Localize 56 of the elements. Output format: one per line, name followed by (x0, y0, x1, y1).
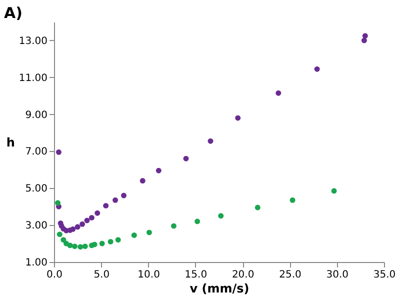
x-tick-label: 0.0 (46, 270, 62, 280)
x-tick-label: 35.0 (373, 270, 396, 280)
point (146, 230, 152, 236)
point (171, 223, 176, 229)
point (218, 213, 224, 219)
point (276, 90, 282, 96)
point (254, 204, 260, 210)
point (56, 149, 62, 155)
point (131, 232, 137, 238)
point (94, 210, 100, 216)
point (156, 168, 162, 174)
x-tick-label: 5.0 (94, 270, 110, 280)
point (56, 232, 62, 238)
point (80, 221, 86, 227)
point (99, 240, 105, 246)
y-tick-label: 5.00 (25, 184, 48, 195)
y-tick-label: 7.00 (25, 146, 48, 158)
point (78, 244, 84, 250)
point (92, 242, 98, 248)
point (60, 237, 66, 243)
point (362, 33, 368, 39)
x-tick-label: 20.0 (232, 270, 254, 280)
point (235, 115, 241, 121)
point (82, 244, 88, 250)
point (115, 237, 121, 243)
x-tick-label: 30.0 (326, 270, 348, 280)
point (314, 66, 320, 72)
point (194, 218, 200, 224)
point (112, 197, 118, 203)
x-tick-label: 10.0 (138, 270, 160, 280)
point (290, 197, 296, 203)
point (70, 226, 76, 232)
y-tick-label: 9.00 (25, 110, 48, 121)
x-axis-title: v (mm/s) (190, 282, 250, 296)
point (55, 200, 61, 206)
point (103, 202, 109, 208)
point (108, 238, 114, 244)
point (183, 156, 189, 162)
y-axis-title: h (6, 136, 15, 150)
point (67, 242, 73, 248)
y-tick-label: 11.00 (18, 72, 48, 84)
point (331, 188, 337, 194)
point (84, 218, 90, 224)
point (72, 244, 78, 250)
point (74, 224, 80, 230)
x-tick-label: 25.0 (279, 270, 302, 280)
point (140, 178, 146, 184)
x-tick-label: 15.0 (184, 270, 208, 280)
point (208, 138, 214, 144)
point (121, 192, 127, 198)
text: A) (4, 4, 22, 22)
point (361, 38, 367, 44)
y-tick-label: 1.00 (25, 258, 48, 268)
y-tick-label: 3.00 (25, 220, 48, 232)
y-tick-label: 13.00 (18, 36, 48, 47)
point (88, 214, 94, 220)
